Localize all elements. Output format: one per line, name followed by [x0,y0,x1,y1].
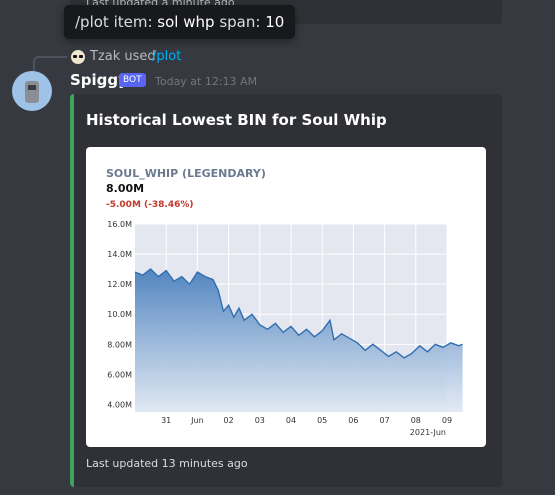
reply-command-link[interactable]: /plot [152,49,182,64]
bot-badge: BOT [119,73,146,87]
x-tick-label: 07 [380,416,390,425]
x-tick-label: 31 [161,416,171,425]
series-line [134,268,463,359]
x-axis: 31 Jun 02 03 04 05 06 07 08 09 [161,416,452,425]
x-tick-label: 09 [442,416,452,425]
tooltip-prefix-span: span: [219,13,261,31]
tooltip-prefix-item: /plot item: [75,13,153,31]
x-tick-label: 03 [255,416,265,425]
x-tick-label: 06 [348,416,358,425]
y-tick-label: 14.0M [107,250,132,259]
chart-current-value: 8.00M [106,182,144,195]
x-tick-label: 05 [317,416,327,425]
bot-avatar[interactable] [12,71,52,111]
y-tick-label: 4.00M [107,400,132,409]
message-timestamp[interactable]: Today at 12:13 AM [155,75,258,88]
x-tick-label: 04 [286,416,296,425]
reply-user-avatar[interactable] [71,50,85,64]
embed-title: Historical Lowest BIN for Soul Whip [86,111,387,129]
y-tick-label: 6.00M [107,370,132,379]
x-tick-label: 08 [411,416,421,425]
tooltip-span-value: 10 [265,13,285,31]
y-tick-label: 16.0M [107,220,132,229]
chart-change: -5.00M (-38.46%) [106,200,193,210]
y-axis: 4.00M 6.00M 8.00M 10.0M 12.0M 14.0M 16.0M [107,220,132,409]
x-axis-subtitle: 2021-Jun [410,428,446,437]
reply-user-name[interactable]: Tzak [90,49,121,64]
series-area [135,269,463,412]
chart-title: SOUL_WHIP (LEGENDARY) [106,167,266,180]
price-chart: SOUL_WHIP (LEGENDARY) 8.00M -5.00M (-38.… [106,167,463,437]
plot-embed: Historical Lowest BIN for Soul Whip SOUL… [70,94,502,487]
y-tick-label: 8.00M [107,340,132,349]
embed-footer: Last updated 13 minutes ago [86,457,248,470]
chart-image[interactable]: SOUL_WHIP (LEGENDARY) 8.00M -5.00M (-38.… [86,147,486,447]
y-tick-label: 10.0M [107,310,132,319]
reply-user[interactable]: Tzak used [90,49,156,64]
avatar-visor [28,85,36,90]
x-tick-label: Jun [190,416,204,425]
previous-embed-footer: Last updated a minute ago [86,0,235,9]
x-tick-label: 02 [224,416,234,425]
reply-used-text: used [124,49,156,64]
reply-connector [33,56,67,71]
tooltip-item-value: sol whp [157,13,215,31]
y-tick-label: 12.0M [107,280,132,289]
command-tooltip: /plot item: sol whp span: 10 [64,5,296,39]
author-name[interactable]: Spiggy [70,71,128,89]
